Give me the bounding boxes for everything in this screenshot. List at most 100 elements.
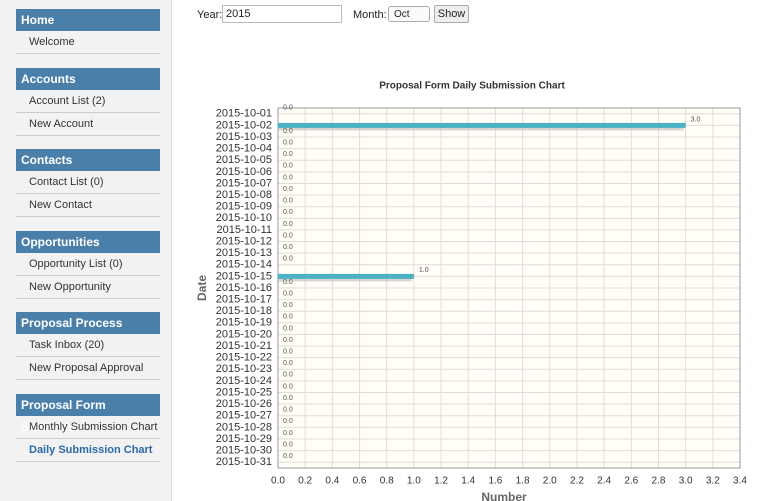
x-tick-label: 3.4 (733, 476, 747, 487)
y-tick-label: 2015-10-20 (216, 328, 272, 340)
y-tick-label: 2015-10-31 (216, 456, 272, 468)
value-label: 0.0 (283, 244, 293, 251)
section-header: Contacts (16, 149, 160, 171)
value-label: 0.0 (283, 256, 293, 263)
value-label: 0.0 (283, 430, 293, 437)
value-label: 0.0 (283, 290, 293, 297)
x-tick-label: 0.6 (353, 476, 367, 487)
nav-link[interactable]: New Opportunity (16, 276, 160, 299)
nav-link[interactable]: Contact List (0) (16, 171, 160, 194)
y-tick-label: 2015-10-23 (216, 363, 272, 375)
section-header: Accounts (16, 67, 160, 90)
y-tick-label: 2015-10-27 (216, 410, 272, 422)
x-tick-label: 2.0 (543, 476, 557, 487)
x-tick-label: 3.0 (679, 476, 693, 487)
y-tick-label: 2015-10-28 (216, 421, 272, 433)
y-tick-label: 2015-10-12 (216, 235, 272, 247)
x-tick-label: 3.2 (706, 476, 720, 487)
x-axis-label: Number (481, 490, 527, 501)
nav-link[interactable]: New Proposal Approval (16, 357, 160, 380)
value-label: 0.0 (283, 174, 293, 181)
y-tick-label: 2015-10-08 (216, 189, 272, 201)
bar-shadow (278, 277, 412, 282)
y-tick-label: 2015-10-18 (216, 305, 272, 317)
x-tick-label: 0.2 (298, 476, 312, 487)
y-tick-label: 2015-10-30 (216, 444, 272, 456)
x-tick-label: 1.2 (434, 476, 448, 487)
sidebar: Home Welcome Accounts Account List (2) New A… (0, 0, 172, 501)
month-select[interactable]: Oct (388, 6, 430, 22)
value-label: 0.0 (283, 441, 293, 448)
bar (278, 122, 686, 128)
y-tick-label: 2015-10-07 (216, 177, 272, 189)
nav-link[interactable]: Account List (2) (16, 90, 160, 113)
nav-link[interactable]: Opportunity List (0) (16, 253, 160, 276)
nav-link[interactable]: Task Inbox (20) (16, 334, 160, 357)
y-tick-label: 2015-10-16 (216, 282, 272, 294)
y-axis-label: Date (195, 275, 209, 301)
plot-border (277, 107, 741, 469)
value-label: 0.0 (283, 128, 293, 135)
y-tick-label: 2015-10-21 (216, 340, 272, 352)
value-label: 0.0 (283, 198, 293, 205)
value-label: 0.0 (283, 360, 293, 367)
x-tick-label: 0.8 (380, 476, 394, 487)
value-label: 0.0 (283, 186, 293, 193)
section-header: Opportunities (16, 230, 160, 253)
section-header: Proposal Form Statistics (16, 393, 160, 434)
value-label: 0.0 (283, 105, 293, 112)
y-tick-label: 2015-10-09 (216, 201, 272, 213)
value-label: 0.0 (283, 302, 293, 309)
value-label: 0.0 (283, 453, 293, 460)
section-header: Home (16, 9, 160, 31)
value-label: 0.0 (283, 163, 293, 170)
y-tick-label: 2015-10-13 (216, 247, 272, 259)
bar (278, 273, 414, 279)
value-label: 0.0 (283, 372, 293, 379)
y-tick-label: 2015-10-17 (216, 294, 272, 306)
y-tick-label: 2015-10-24 (216, 375, 272, 387)
y-tick-label: 2015-10-15 (216, 270, 272, 282)
value-label: 0.0 (283, 418, 293, 425)
month-label: Month: (353, 9, 387, 21)
value-label: 0.0 (283, 151, 293, 158)
y-tick-label: 2015-10-01 (216, 108, 272, 120)
value-label: 0.0 (283, 325, 293, 332)
y-tick-label: 2015-10-25 (216, 386, 272, 398)
y-tick-label: 2015-10-11 (217, 224, 272, 236)
nav-link[interactable]: New Contact (16, 194, 160, 217)
x-tick-label: 1.8 (516, 476, 530, 487)
year-input[interactable]: 2015 (222, 5, 342, 23)
value-label: 0.0 (283, 407, 293, 414)
x-tick-label: 1.6 (488, 476, 502, 487)
nav-link[interactable]: New Account (16, 113, 160, 136)
y-tick-label: 2015-10-06 (216, 166, 272, 178)
y-tick-label: 2015-10-02 (216, 119, 272, 131)
value-label: 0.0 (283, 349, 293, 356)
nav-link[interactable]: Daily Submission Chart (16, 439, 160, 462)
value-label: 0.0 (283, 209, 293, 216)
x-tick-label: 2.6 (624, 476, 638, 487)
x-tick-label: 0.0 (271, 476, 285, 487)
value-label: 0.0 (283, 232, 293, 239)
x-tick-label: 0.4 (325, 476, 339, 487)
value-label: 0.0 (283, 314, 293, 321)
y-tick-label: 2015-10-19 (216, 317, 272, 329)
x-tick-label: 1.0 (407, 476, 421, 487)
bar-shadow (278, 126, 684, 131)
x-tick-label: 1.4 (461, 476, 475, 487)
value-label: 3.0 (691, 116, 701, 123)
y-tick-label: 2015-10-10 (216, 212, 272, 224)
y-tick-label: 2015-10-22 (216, 352, 272, 364)
chart-title: Proposal Form Daily Submission Chart (379, 81, 565, 92)
value-label: 0.0 (283, 279, 293, 286)
nav-link[interactable]: Welcome (16, 31, 160, 54)
show-button[interactable]: Show (434, 5, 469, 23)
value-label: 0.0 (283, 383, 293, 390)
year-label: Year: (197, 9, 223, 21)
nav-link[interactable]: Monthly Submission Chart (16, 416, 160, 439)
value-label: 0.0 (283, 395, 293, 402)
x-tick-label: 2.8 (652, 476, 666, 487)
